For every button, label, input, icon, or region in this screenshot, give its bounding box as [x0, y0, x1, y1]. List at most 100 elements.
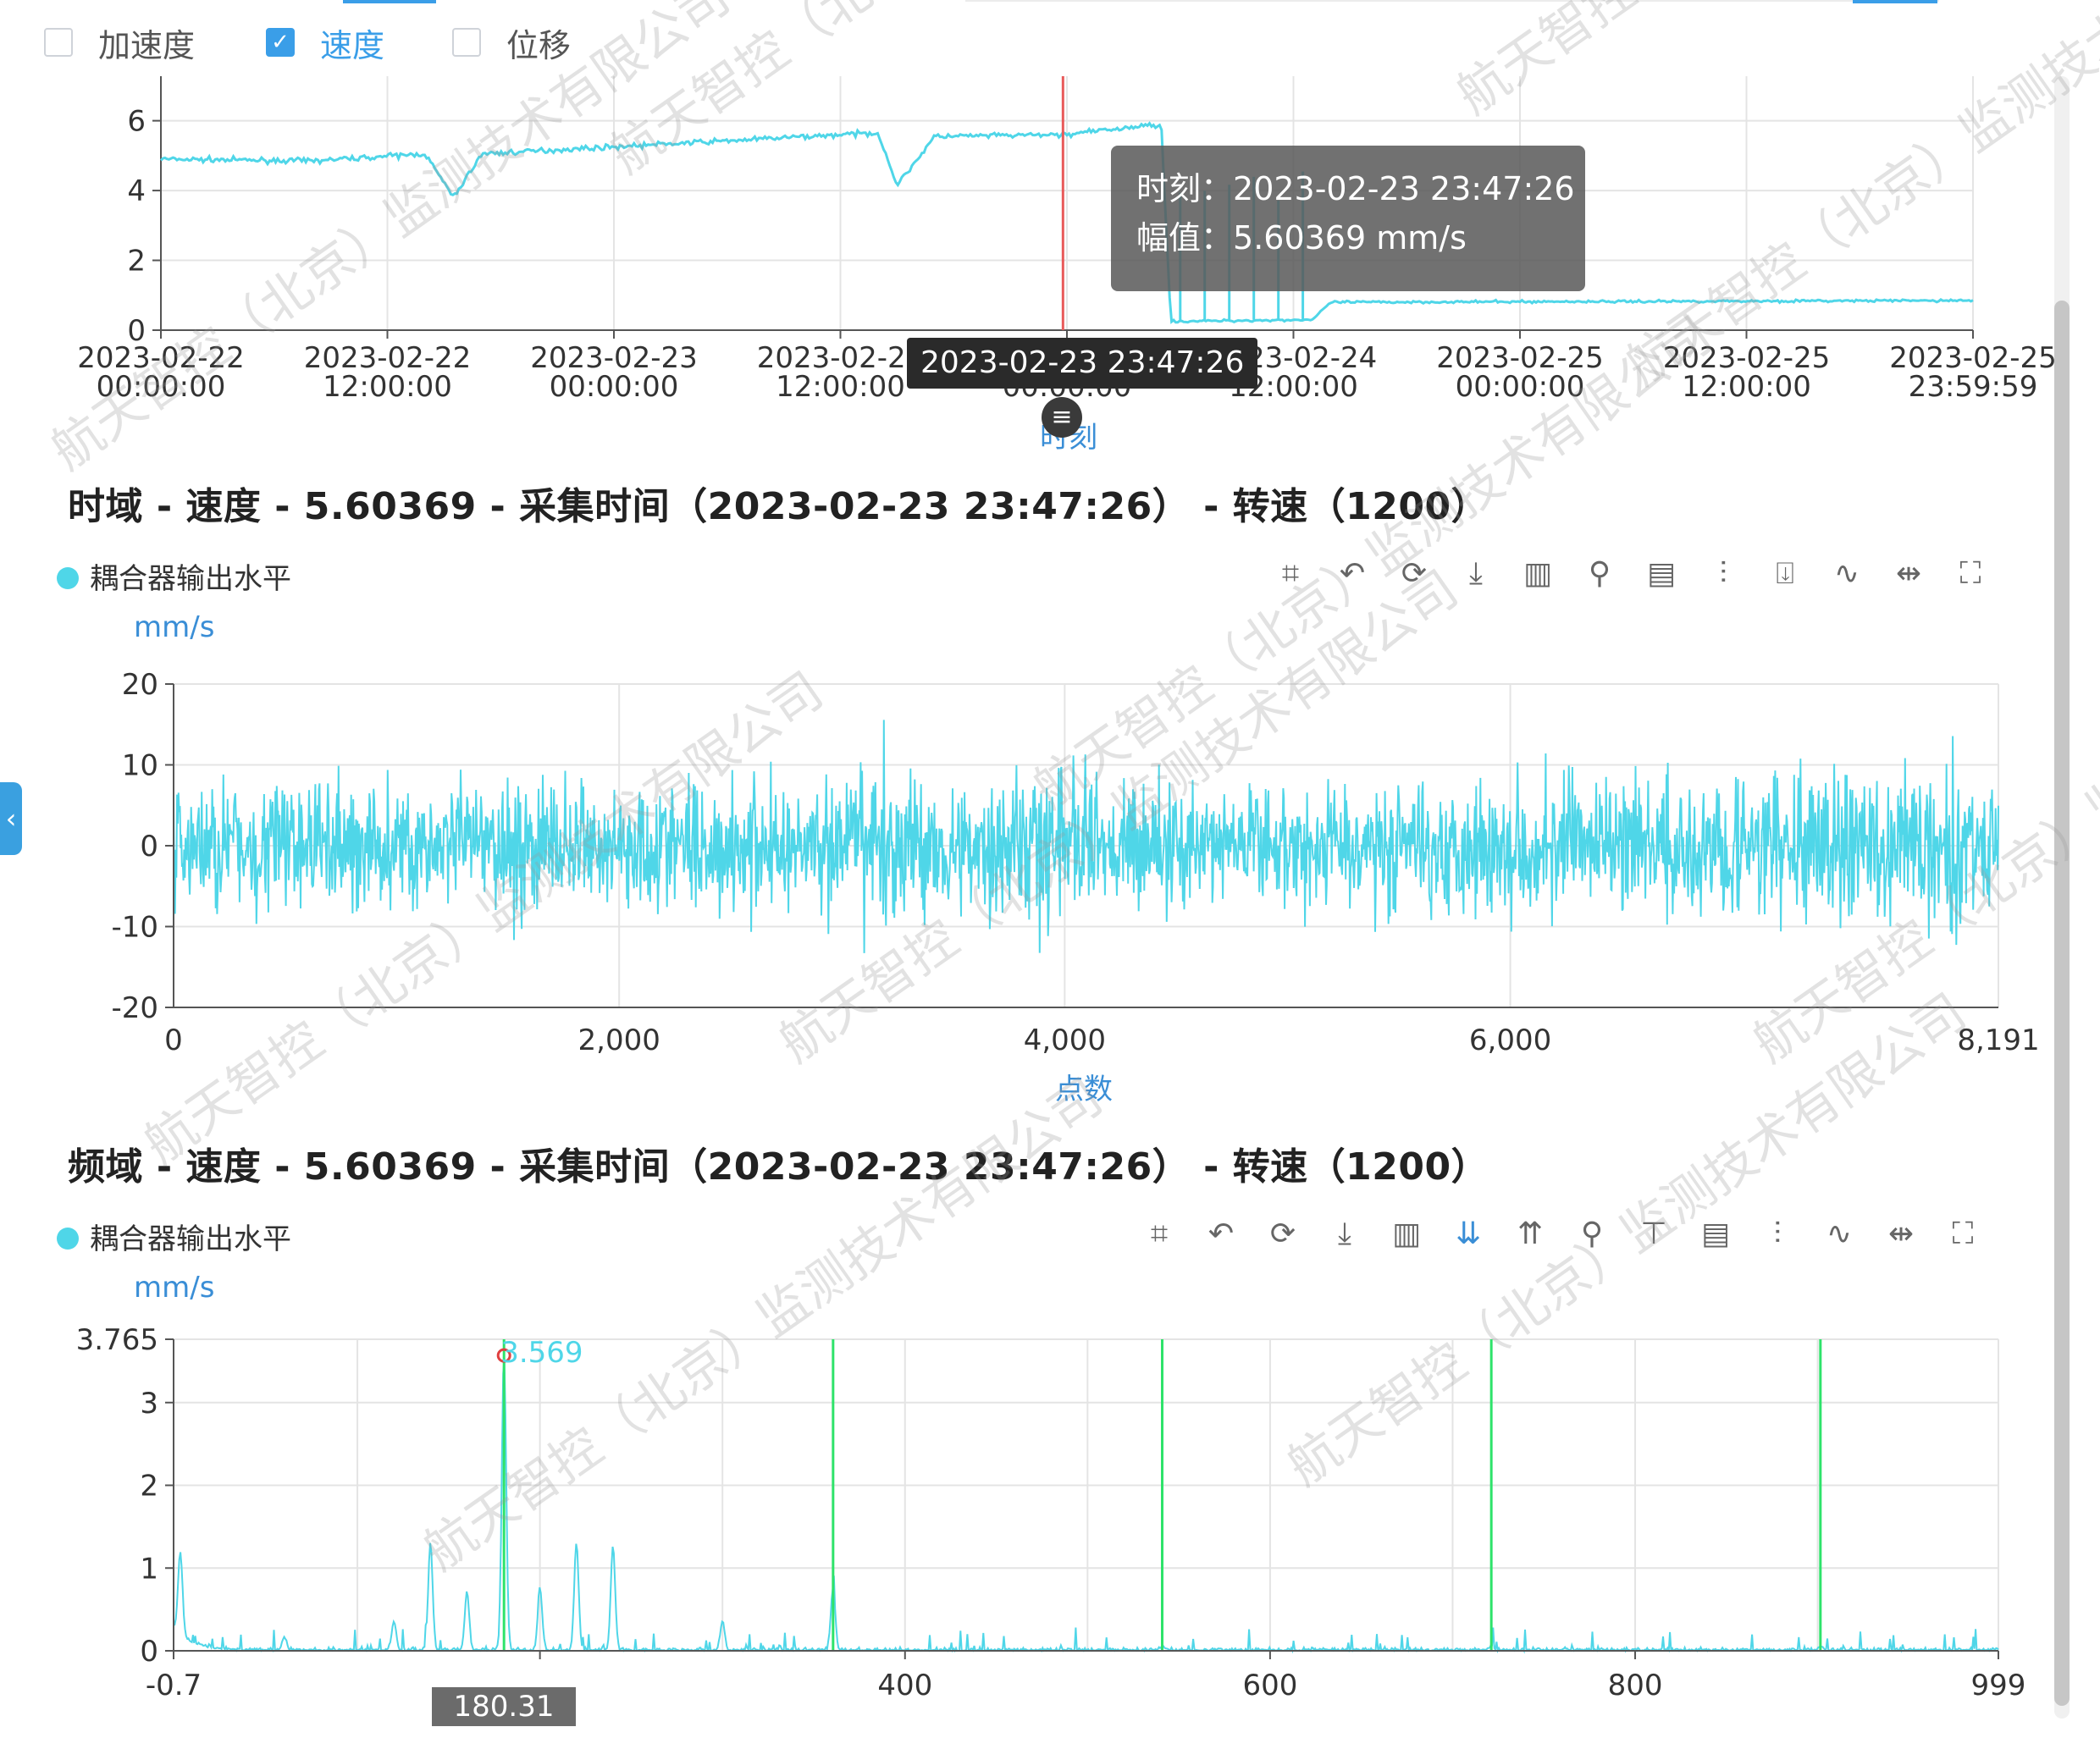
checkbox-velocity[interactable]: ✓ 速度 [266, 19, 384, 66]
trend-tooltip: 时刻：2023-02-23 23:47:26 幅值：5.60369 mm/s [1111, 146, 1585, 291]
tab-indicator [343, 0, 436, 3]
y-tick-label: 0 [127, 314, 146, 348]
fullscreen-icon[interactable]: ⛶ [1952, 1217, 1974, 1251]
x-tick-label: 8,191 [1957, 1023, 2039, 1057]
x-tick-label: 2023-02-25 23:59:59 [1889, 341, 2057, 404]
scrollbar-thumb[interactable] [2054, 301, 2070, 1706]
checkbox-box[interactable] [452, 28, 482, 57]
x-tick-label: 2023-02-23 00:00:00 [530, 341, 698, 404]
trend-grid [160, 76, 1974, 331]
columns-icon[interactable]: ▥ [1391, 1217, 1421, 1251]
refresh-icon[interactable]: ⟳ [1269, 1217, 1296, 1251]
checkbox-label: 位移 [506, 26, 572, 64]
y-tick-label: 1 [140, 1552, 158, 1586]
x-tick-label: 0 [164, 1023, 183, 1057]
y-tick-label: 4 [127, 174, 146, 208]
freq-toolbar: ⌗ ↶ ⟳ ⤓ ▥ ⇊ ⇈ ⚲ ⊤ ▤ ⫶ ∿ ⇹ ⛶ [1139, 1214, 2004, 1255]
checkbox-label: 速度 [320, 26, 385, 64]
y-tick-label: -20 [111, 991, 158, 1025]
refresh-icon[interactable]: ⟳ [1401, 556, 1428, 591]
tooltip-amp-label: 幅值： [1136, 219, 1234, 257]
freq-axis: -0.7 400 600 800 999 0 1 2 3 3.765 [76, 1323, 2026, 1702]
download-icon[interactable]: ⤓ [1469, 556, 1483, 591]
report-icon[interactable]: ▤ [1646, 556, 1676, 591]
fullscreen-icon[interactable]: ⛶ [1959, 556, 1981, 591]
filter-icon[interactable]: ⫶ [1773, 1217, 1782, 1251]
waveform-icon[interactable]: ∿ [1833, 556, 1860, 591]
freq-axis-pointer-label: 180.31 [432, 1687, 576, 1726]
tooltip-time-label: 时刻： [1136, 170, 1234, 207]
freq-domain-title: 频域 - 速度 - 5.60369 - 采集时间（2023-02-23 23:4… [68, 1145, 1489, 1189]
legend-label: 耦合器输出水平 [90, 1222, 291, 1256]
download-icon[interactable]: ⤓ [1338, 1217, 1351, 1251]
export-icon[interactable]: ⍗ [1776, 556, 1794, 591]
time-toolbar: ⌗ ↶ ⟳ ⤓ ▥ ⚲ ▤ ⫶ ⍗ ∿ ⇹ ⛶ [1270, 554, 2012, 594]
x-tick-label: 600 [1242, 1669, 1297, 1702]
expand-x-icon[interactable]: ⇹ [1887, 1217, 1915, 1251]
tooltip-amp-value: 5.60369 mm/s [1233, 219, 1467, 257]
freq-harmonic-cursors [502, 1339, 1822, 1651]
collapse-sidebar-button[interactable]: ‹ [0, 782, 22, 855]
tooltip-time-row: 时刻：2023-02-23 23:47:26 [1136, 164, 1585, 213]
crop-icon[interactable]: ⌗ [1150, 1217, 1169, 1251]
x-tick-label: 2023-02-22 00:00:00 [77, 341, 245, 404]
legend-label: 耦合器输出水平 [90, 562, 291, 596]
sort-asc-icon[interactable]: ⇈ [1517, 1217, 1544, 1251]
x-tick-label: 800 [1608, 1669, 1663, 1702]
x-tick-label: 6,000 [1469, 1023, 1551, 1057]
undo-zoom-icon[interactable]: ↶ [1208, 1217, 1235, 1251]
x-tick-label: 4,000 [1024, 1023, 1106, 1057]
tooltip-amp-row: 幅值：5.60369 mm/s [1136, 213, 1585, 262]
time-axis: 0 2,000 4,000 6,000 8,191 -20 -10 0 10 20 [111, 668, 2039, 1057]
y-tick-label: 0 [140, 1635, 158, 1669]
peak-marker[interactable] [496, 1348, 511, 1363]
sort-desc-icon[interactable]: ⇊ [1455, 1217, 1482, 1251]
y-tick-label: 20 [122, 668, 158, 702]
columns-icon[interactable]: ▥ [1522, 556, 1552, 591]
trend-axis-pointer-label: 2023-02-23 23:47:26 [907, 338, 1258, 389]
harmonic-icon[interactable]: ⊤ [1640, 1217, 1667, 1251]
y-tick-label: 6 [127, 105, 146, 139]
peak-marker-label: 3.569 [500, 1336, 583, 1370]
freq-legend[interactable]: 耦合器输出水平 [57, 1222, 291, 1256]
crop-icon[interactable]: ⌗ [1281, 556, 1300, 591]
undo-zoom-icon[interactable]: ↶ [1339, 556, 1366, 591]
y-tick-label: 10 [122, 749, 158, 783]
y-tick-label: 0 [140, 830, 158, 863]
time-x-axis-name: 点数 [1055, 1073, 1113, 1106]
measure-type-checkboxes: 加速度 ✓ 速度 位移 [44, 19, 642, 66]
x-tick-label: 999 [1971, 1669, 2026, 1702]
x-tick-label: 2023-02-23 12:00:00 [757, 341, 925, 404]
drag-handle-icon[interactable]: ≡ [1042, 397, 1082, 438]
expand-x-icon[interactable]: ⇹ [1895, 556, 1922, 591]
x-tick-label: -0.7 [146, 1669, 202, 1702]
y-tick-label: 2 [127, 245, 146, 279]
marker-icon[interactable]: ⚲ [1580, 1217, 1604, 1251]
waveform-icon[interactable]: ∿ [1826, 1217, 1853, 1251]
x-tick-label: 2023-02-25 12:00:00 [1663, 341, 1831, 404]
chevron-left-icon: ‹ [5, 803, 17, 835]
checkbox-acceleration[interactable]: 加速度 [44, 19, 195, 66]
x-tick-label: 400 [877, 1669, 932, 1702]
marker-icon[interactable]: ⚲ [1588, 556, 1611, 591]
x-tick-label: 2023-02-22 12:00:00 [304, 341, 472, 404]
freq-grid [173, 1338, 1999, 1652]
checkbox-displacement[interactable]: 位移 [452, 19, 571, 66]
tooltip-time-value: 2023-02-23 23:47:26 [1233, 170, 1575, 207]
time-domain-title: 时域 - 速度 - 5.60369 - 采集时间（2023-02-23 23:4… [68, 485, 1489, 528]
checkmark-icon[interactable]: ✓ [266, 28, 296, 57]
checkbox-box[interactable] [44, 28, 73, 57]
y-tick-label: 3 [140, 1387, 158, 1421]
filter-icon[interactable]: ⫶ [1719, 556, 1727, 591]
tab-indicator-right [1853, 0, 1937, 3]
report-icon[interactable]: ▤ [1700, 1217, 1730, 1251]
time-series-line[interactable] [173, 720, 1999, 953]
time-legend[interactable]: 耦合器输出水平 [57, 562, 291, 596]
divider [965, 0, 1939, 2]
y-tick-label: -10 [111, 911, 158, 945]
x-tick-label: 2023-02-25 00:00:00 [1436, 341, 1604, 404]
freq-unit-label: mm/s [134, 1271, 214, 1305]
trend-axis: 2023-02-22 00:00:00 2023-02-22 12:00:00 2023… [77, 76, 2057, 404]
legend-dot [57, 1228, 79, 1250]
